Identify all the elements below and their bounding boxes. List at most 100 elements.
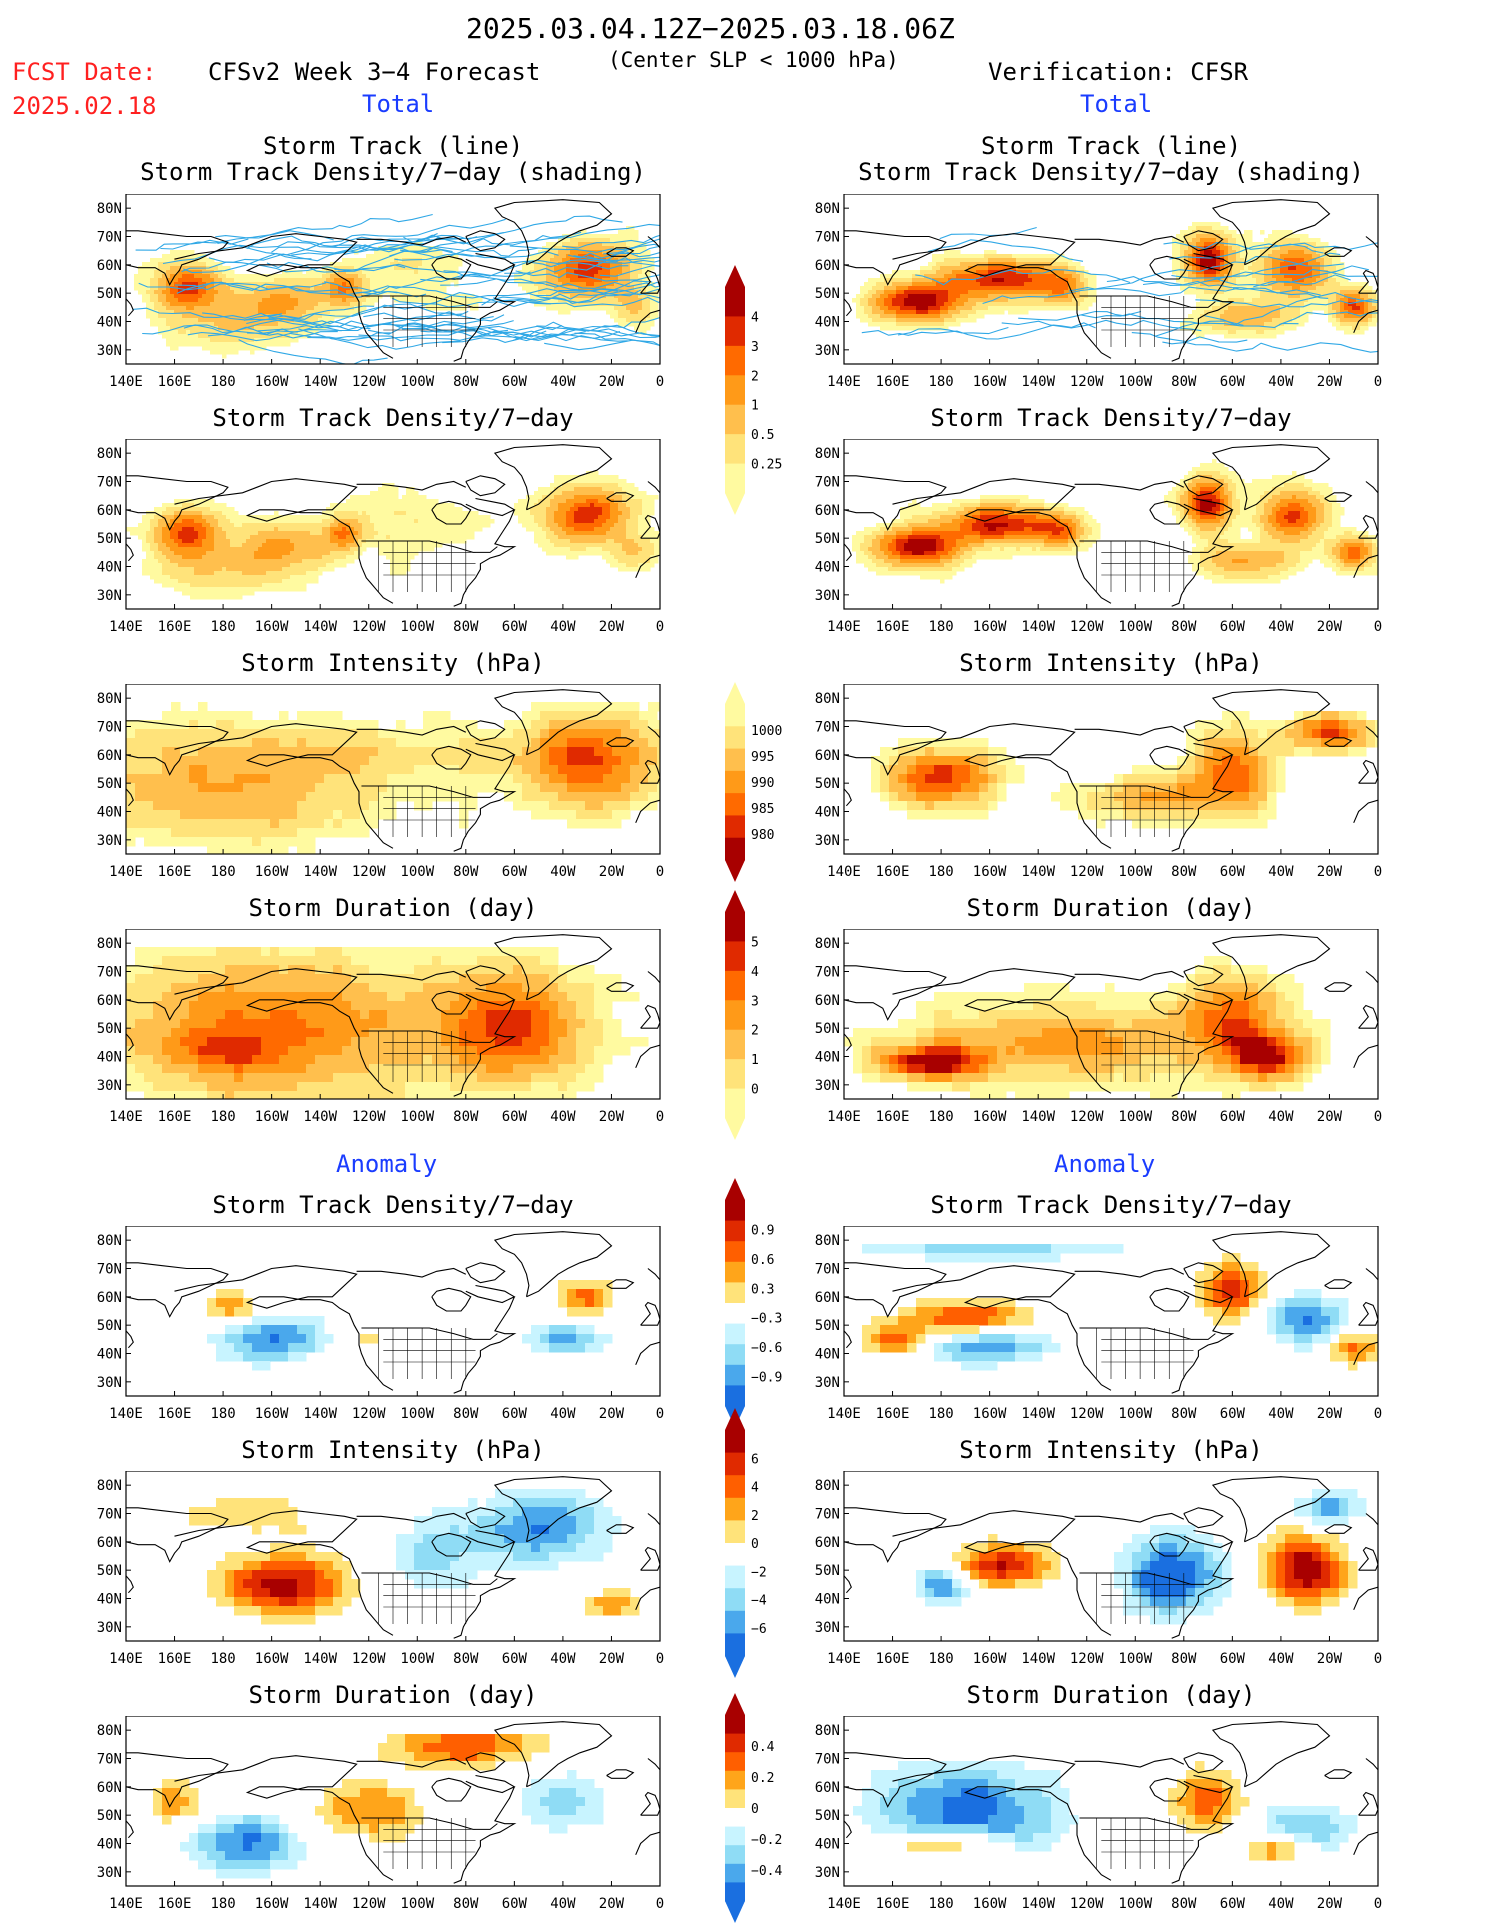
criterion-note: (Center SLP < 1000 hPa) (608, 48, 899, 72)
lon-tick-label: 120W (352, 1896, 386, 1912)
colorbar-tick-label: 3 (751, 994, 759, 1009)
lon-tick-label: 160E (876, 864, 910, 880)
colorbar-tick-label: 4 (751, 965, 759, 980)
lon-tick-label: 40W (1268, 374, 1294, 390)
lat-tick-label: 50N (97, 286, 122, 302)
lat-tick-label: 30N (815, 343, 840, 359)
lat-tick-label: 80N (815, 691, 840, 707)
lon-tick-label: 140W (1021, 619, 1055, 635)
lon-tick-label: 60W (1220, 374, 1246, 390)
lat-tick-label: 70N (97, 230, 122, 246)
panel-title: Storm Track Density/7−day (shading) (140, 158, 646, 186)
colorbar-tick-label: −2 (751, 1565, 767, 1580)
map-panel: 80N 70N 60N 50N 40N 30N 140E 160E 180 160W 140W 120… (97, 929, 664, 1125)
lon-tick-label: 20W (1317, 864, 1343, 880)
colorbar-tick-label: 0.2 (751, 1771, 774, 1786)
map-panel: 80N 70N 60N 50N 40N 30N 140E 160E 180 160W 140W 120… (97, 194, 664, 390)
colorbar-tick-label: 995 (751, 750, 774, 765)
lon-tick-label: 100W (400, 619, 434, 635)
lon-tick-label: 0 (656, 1651, 664, 1667)
lon-tick-label: 100W (1118, 1406, 1152, 1422)
colorbar-tick-label: 0 (751, 1537, 759, 1552)
lon-tick-label: 80W (1171, 1406, 1197, 1422)
lon-tick-label: 140E (827, 1109, 861, 1125)
colorbar-tick-label: 4 (751, 310, 759, 325)
lon-tick-label: 0 (656, 1896, 664, 1912)
lon-tick-label: 60W (1220, 1109, 1246, 1125)
lon-tick-label: 40W (550, 1896, 576, 1912)
lon-tick-label: 80W (453, 374, 479, 390)
lon-tick-label: 180 (928, 1896, 953, 1912)
lon-tick-label: 180 (928, 1406, 953, 1422)
lon-tick-label: 160W (973, 374, 1007, 390)
lon-tick-label: 180 (210, 1406, 235, 1422)
lon-tick-label: 120W (1070, 1896, 1104, 1912)
lat-tick-label: 40N (97, 1592, 122, 1608)
colorbar-tick-label: −6 (751, 1622, 767, 1637)
lon-tick-label: 160E (876, 1651, 910, 1667)
panel-title: Storm Duration (day) (248, 1681, 538, 1709)
lat-tick-label: 80N (815, 1478, 840, 1494)
colorbar-tick-label: 985 (751, 802, 774, 817)
lon-tick-label: 60W (1220, 619, 1246, 635)
lon-tick-label: 60W (1220, 1651, 1246, 1667)
colorbar-tick-label: 1 (751, 399, 759, 414)
lon-tick-label: 160W (255, 864, 289, 880)
fcst-date-value: 2025.02.18 (12, 92, 157, 120)
lon-tick-label: 140E (109, 1109, 143, 1125)
lat-tick-label: 50N (97, 1021, 122, 1037)
lat-tick-label: 30N (815, 1078, 840, 1094)
forecast-title: CFSv2 Week 3−4 Forecast (208, 58, 541, 86)
lon-tick-label: 140W (303, 619, 337, 635)
colorbar-tick-label: 0 (751, 1083, 759, 1098)
lon-tick-label: 0 (656, 374, 664, 390)
lon-tick-label: 160W (255, 374, 289, 390)
lat-tick-label: 30N (97, 588, 122, 604)
lat-tick-label: 40N (815, 805, 840, 821)
lon-tick-label: 0 (1374, 1406, 1382, 1422)
lon-tick-label: 60W (502, 1651, 528, 1667)
lon-tick-label: 160E (158, 864, 192, 880)
lat-tick-label: 60N (815, 503, 840, 519)
lon-tick-label: 40W (1268, 1896, 1294, 1912)
lat-tick-label: 60N (815, 1290, 840, 1306)
lat-tick-label: 70N (97, 1262, 122, 1278)
lat-tick-label: 30N (97, 1078, 122, 1094)
lon-tick-label: 60W (1220, 1896, 1246, 1912)
lat-tick-label: 60N (815, 1535, 840, 1551)
colorbar-intensity-anom: 6 4 2 0 −2 −4 −6 (725, 1408, 767, 1678)
panel-title: Storm Track Density/7−day (shading) (858, 158, 1364, 186)
lon-tick-label: 20W (599, 1109, 625, 1125)
lon-tick-label: 80W (453, 619, 479, 635)
lon-tick-label: 100W (1118, 864, 1152, 880)
lon-tick-label: 180 (928, 374, 953, 390)
colorbar-tick-label: 980 (751, 828, 774, 843)
lat-tick-label: 60N (815, 993, 840, 1009)
map-panel: 80N 70N 60N 50N 40N 30N 140E 160E 180 160W 140W 120… (815, 929, 1382, 1125)
lat-tick-label: 60N (97, 1780, 122, 1796)
lon-tick-label: 140W (303, 1651, 337, 1667)
lon-tick-label: 20W (1317, 1896, 1343, 1912)
map-panel: 80N 70N 60N 50N 40N 30N 140E 160E 180 160W 140W 120… (97, 439, 664, 635)
lat-tick-label: 70N (97, 1507, 122, 1523)
panel-title: Storm Intensity (hPa) (959, 1436, 1263, 1464)
lat-tick-label: 80N (97, 936, 122, 952)
lon-tick-label: 180 (210, 1109, 235, 1125)
lon-tick-label: 160W (255, 1896, 289, 1912)
lat-tick-label: 50N (815, 1021, 840, 1037)
lon-tick-label: 140W (303, 374, 337, 390)
lon-tick-label: 160E (158, 374, 192, 390)
lon-tick-label: 120W (352, 1406, 386, 1422)
map-panel: 80N 70N 60N 50N 40N 30N 140E 160E 180 160W 140W 120… (815, 439, 1382, 635)
colorbar-tick-label: 2 (751, 369, 759, 384)
lon-tick-label: 100W (1118, 619, 1152, 635)
lon-tick-label: 40W (1268, 1406, 1294, 1422)
total-section-left: Total (362, 90, 435, 118)
lon-tick-label: 100W (1118, 1651, 1152, 1667)
colorbar-tick-label: 6 (751, 1452, 759, 1467)
lat-tick-label: 70N (815, 965, 840, 981)
colorbar-tick-label: 0.6 (751, 1253, 774, 1268)
lon-tick-label: 20W (1317, 1651, 1343, 1667)
lon-tick-label: 60W (502, 374, 528, 390)
total-section-right: Total (1080, 90, 1153, 118)
